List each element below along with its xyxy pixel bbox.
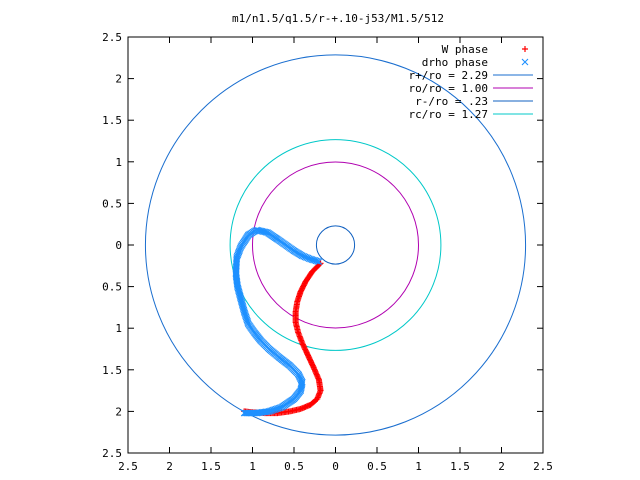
y-tick-label: 0 <box>115 239 122 252</box>
x-tick-label: 0.5 <box>284 460 304 473</box>
radius-circle <box>252 161 419 329</box>
legend-label: W phase <box>442 43 488 56</box>
x-tick-label: 1 <box>249 460 256 473</box>
x-tick-label: 1.5 <box>450 460 470 473</box>
y-tick-label: 2 <box>115 73 122 86</box>
radius-circle <box>315 225 356 265</box>
y-tick-label: 1.5 <box>102 364 122 377</box>
chart-title: m1/n1.5/q1.5/r-+.10-j53/M1.5/512 <box>232 12 444 25</box>
legend-label: rc/ro = 1.27 <box>409 108 488 121</box>
radius-circle <box>229 139 442 351</box>
x-tick-label: 2.5 <box>533 460 553 473</box>
radius-circle <box>144 54 527 436</box>
axes: 2.5 2 1.5 1 0.5 0 0.5 1 1.5 2 2.52.521.510.500.511… <box>102 31 553 473</box>
drho-phase-point <box>314 257 321 265</box>
y-tick-label: 2 <box>115 405 122 418</box>
y-tick-label: 0.5 <box>102 197 122 210</box>
y-tick-label: 2.5 <box>102 447 122 460</box>
x-tick-label: 0 <box>332 460 339 473</box>
y-tick-label: 1.5 <box>102 114 122 127</box>
y-tick-label: 1 <box>115 322 122 335</box>
radius-circles <box>144 54 527 436</box>
legend-label: r+/ro = 2.29 <box>409 69 488 82</box>
phase-points <box>232 226 324 417</box>
x-tick-label: 1.5 <box>201 460 221 473</box>
y-tick-label: 0.5 <box>102 281 122 294</box>
x-tick-label: 2.5 <box>118 460 138 473</box>
drho-phase-point <box>315 258 323 266</box>
x-tick-label: 2 <box>166 460 173 473</box>
legend-label: r-/ro = .23 <box>415 95 488 108</box>
x-tick-label: 2 <box>498 460 505 473</box>
x-tick-label: 0.5 <box>367 460 387 473</box>
drho-phase-series <box>232 226 323 417</box>
x-tick-label: 1 <box>415 460 422 473</box>
legend-label: drho phase <box>422 56 488 69</box>
y-tick-label: 1 <box>115 156 122 169</box>
y-tick-label: 2.5 <box>102 31 122 44</box>
legend-marker <box>521 58 529 66</box>
legend-marker <box>522 46 528 52</box>
legend-label: ro/ro = 1.00 <box>409 82 488 95</box>
